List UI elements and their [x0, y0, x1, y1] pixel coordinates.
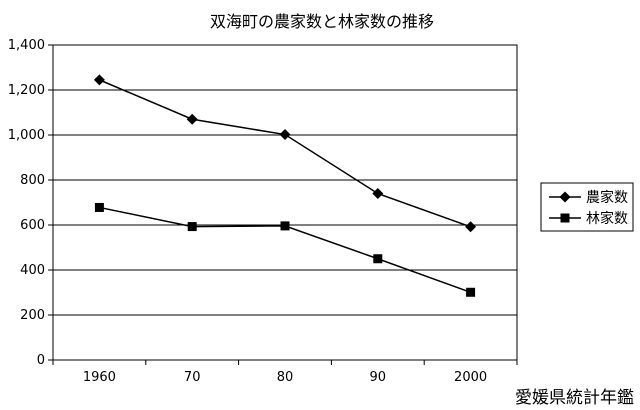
y-tick-label: 600 — [20, 218, 45, 233]
y-tick-label: 800 — [20, 173, 45, 188]
legend-label: 林家数 — [586, 210, 628, 227]
data-point-2 — [280, 221, 290, 231]
y-tick-label: 0 — [37, 353, 45, 368]
data-point-2 — [373, 254, 383, 264]
source-note: 愛媛県統計年鑑 — [515, 388, 634, 408]
data-point-1 — [186, 113, 198, 125]
data-point-1 — [465, 221, 477, 233]
x-tick-label: 70 — [184, 370, 201, 385]
x-tick-label: 80 — [277, 370, 294, 385]
series-line-1 — [99, 79, 471, 228]
y-tick-label: 1,200 — [8, 83, 45, 98]
legend-label: 農家数 — [586, 189, 628, 206]
x-tick-label: 2000 — [454, 370, 487, 385]
series-group — [93, 74, 477, 297]
series-line-2 — [99, 206, 471, 293]
data-point-2 — [187, 222, 197, 232]
plot-area — [52, 44, 518, 361]
chart-title: 双海町の農家数と林家数の推移 — [210, 12, 434, 31]
y-tick-label: 200 — [20, 308, 45, 323]
gridlines — [48, 44, 517, 361]
legend-marker — [559, 191, 571, 203]
x-axis-labels: 1960 70 80 90 2000 — [52, 360, 518, 385]
x-tick-label: 1960 — [83, 370, 116, 385]
y-axis-labels: 0 200 400 600 800 1,000 1,200 1,400 — [8, 38, 45, 368]
y-tick-label: 1,000 — [8, 128, 45, 143]
data-point-2 — [94, 202, 104, 212]
legend-marker — [560, 213, 570, 223]
y-tick-label: 1,400 — [8, 38, 45, 53]
data-point-2 — [466, 287, 476, 297]
data-point-1 — [93, 74, 105, 86]
data-point-1 — [279, 129, 291, 141]
legend-box — [540, 182, 634, 232]
data-point-1 — [372, 188, 384, 199]
x-tick-label: 90 — [370, 370, 387, 385]
y-tick-label: 400 — [20, 263, 45, 278]
